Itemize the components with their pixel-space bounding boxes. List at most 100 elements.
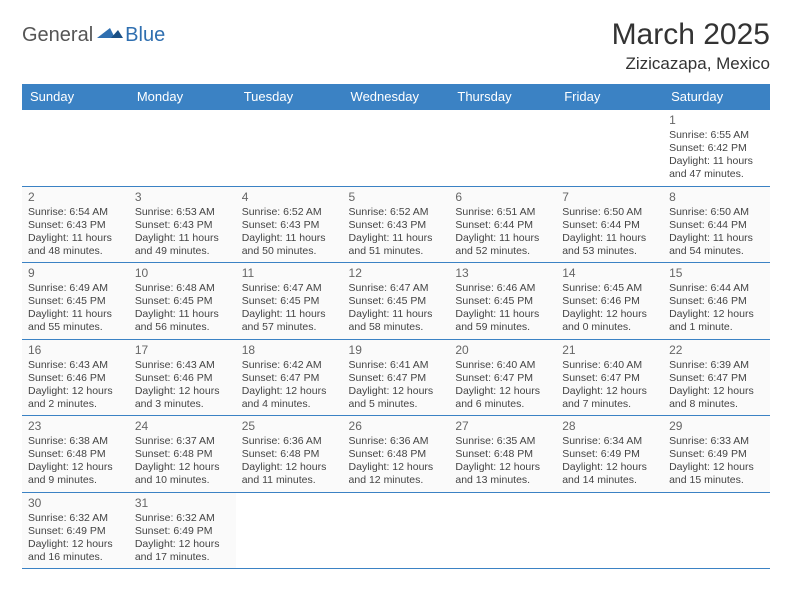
- calendar-day-cell: 13Sunrise: 6:46 AMSunset: 6:45 PMDayligh…: [449, 263, 556, 340]
- sunset-text: Sunset: 6:48 PM: [242, 448, 337, 461]
- sunrise-text: Sunrise: 6:49 AM: [28, 282, 123, 295]
- sunrise-text: Sunrise: 6:52 AM: [242, 206, 337, 219]
- sunrise-text: Sunrise: 6:32 AM: [28, 512, 123, 525]
- calendar-day-cell: 21Sunrise: 6:40 AMSunset: 6:47 PMDayligh…: [556, 339, 663, 416]
- sunrise-text: Sunrise: 6:32 AM: [135, 512, 230, 525]
- daylight-text: Daylight: 11 hours and 54 minutes.: [669, 232, 764, 258]
- day-number: 14: [562, 266, 657, 281]
- day-number: 17: [135, 343, 230, 358]
- calendar-day-cell: 1Sunrise: 6:55 AMSunset: 6:42 PMDaylight…: [663, 110, 770, 187]
- calendar-table: Sunday Monday Tuesday Wednesday Thursday…: [22, 84, 770, 569]
- day-number: 25: [242, 419, 337, 434]
- day-number: 7: [562, 190, 657, 205]
- sunrise-text: Sunrise: 6:40 AM: [455, 359, 550, 372]
- calendar-day-cell: 14Sunrise: 6:45 AMSunset: 6:46 PMDayligh…: [556, 263, 663, 340]
- sunset-text: Sunset: 6:45 PM: [242, 295, 337, 308]
- flag-icon: [97, 24, 123, 47]
- daylight-text: Daylight: 12 hours and 2 minutes.: [28, 385, 123, 411]
- sunrise-text: Sunrise: 6:46 AM: [455, 282, 550, 295]
- day-number: 31: [135, 496, 230, 511]
- sunrise-text: Sunrise: 6:47 AM: [242, 282, 337, 295]
- calendar-day-cell: 15Sunrise: 6:44 AMSunset: 6:46 PMDayligh…: [663, 263, 770, 340]
- daylight-text: Daylight: 12 hours and 4 minutes.: [242, 385, 337, 411]
- daylight-text: Daylight: 11 hours and 53 minutes.: [562, 232, 657, 258]
- sunrise-text: Sunrise: 6:47 AM: [349, 282, 444, 295]
- daylight-text: Daylight: 12 hours and 8 minutes.: [669, 385, 764, 411]
- sunset-text: Sunset: 6:48 PM: [135, 448, 230, 461]
- sunrise-text: Sunrise: 6:55 AM: [669, 129, 764, 142]
- sunset-text: Sunset: 6:42 PM: [669, 142, 764, 155]
- daylight-text: Daylight: 11 hours and 49 minutes.: [135, 232, 230, 258]
- sunset-text: Sunset: 6:49 PM: [135, 525, 230, 538]
- daylight-text: Daylight: 12 hours and 10 minutes.: [135, 461, 230, 487]
- sunrise-text: Sunrise: 6:53 AM: [135, 206, 230, 219]
- day-number: 19: [349, 343, 444, 358]
- calendar-day-cell: 7Sunrise: 6:50 AMSunset: 6:44 PMDaylight…: [556, 186, 663, 263]
- day-number: 4: [242, 190, 337, 205]
- calendar-day-cell: 19Sunrise: 6:41 AMSunset: 6:47 PMDayligh…: [343, 339, 450, 416]
- location: Zizicazapa, Mexico: [612, 54, 770, 74]
- calendar-day-cell: 25Sunrise: 6:36 AMSunset: 6:48 PMDayligh…: [236, 416, 343, 493]
- sunset-text: Sunset: 6:43 PM: [28, 219, 123, 232]
- sunrise-text: Sunrise: 6:45 AM: [562, 282, 657, 295]
- sunrise-text: Sunrise: 6:40 AM: [562, 359, 657, 372]
- weekday-header-row: Sunday Monday Tuesday Wednesday Thursday…: [22, 84, 770, 110]
- daylight-text: Daylight: 12 hours and 15 minutes.: [669, 461, 764, 487]
- day-number: 13: [455, 266, 550, 281]
- calendar-day-cell: 2Sunrise: 6:54 AMSunset: 6:43 PMDaylight…: [22, 186, 129, 263]
- sunset-text: Sunset: 6:46 PM: [669, 295, 764, 308]
- calendar-week-row: 1Sunrise: 6:55 AMSunset: 6:42 PMDaylight…: [22, 110, 770, 187]
- daylight-text: Daylight: 12 hours and 11 minutes.: [242, 461, 337, 487]
- calendar-day-cell: 28Sunrise: 6:34 AMSunset: 6:49 PMDayligh…: [556, 416, 663, 493]
- day-number: 2: [28, 190, 123, 205]
- calendar-day-cell: [236, 492, 343, 569]
- calendar-day-cell: 8Sunrise: 6:50 AMSunset: 6:44 PMDaylight…: [663, 186, 770, 263]
- calendar-day-cell: 6Sunrise: 6:51 AMSunset: 6:44 PMDaylight…: [449, 186, 556, 263]
- daylight-text: Daylight: 11 hours and 50 minutes.: [242, 232, 337, 258]
- sunset-text: Sunset: 6:49 PM: [562, 448, 657, 461]
- sunset-text: Sunset: 6:47 PM: [349, 372, 444, 385]
- calendar-day-cell: 3Sunrise: 6:53 AMSunset: 6:43 PMDaylight…: [129, 186, 236, 263]
- weekday-header: Monday: [129, 84, 236, 110]
- calendar-day-cell: 16Sunrise: 6:43 AMSunset: 6:46 PMDayligh…: [22, 339, 129, 416]
- calendar-day-cell: [556, 110, 663, 187]
- sunset-text: Sunset: 6:49 PM: [669, 448, 764, 461]
- sunset-text: Sunset: 6:46 PM: [135, 372, 230, 385]
- day-number: 20: [455, 343, 550, 358]
- calendar-day-cell: [343, 492, 450, 569]
- sunrise-text: Sunrise: 6:44 AM: [669, 282, 764, 295]
- calendar-day-cell: [663, 492, 770, 569]
- sunset-text: Sunset: 6:47 PM: [242, 372, 337, 385]
- daylight-text: Daylight: 12 hours and 13 minutes.: [455, 461, 550, 487]
- sunrise-text: Sunrise: 6:33 AM: [669, 435, 764, 448]
- weekday-header: Thursday: [449, 84, 556, 110]
- sunrise-text: Sunrise: 6:50 AM: [562, 206, 657, 219]
- sunset-text: Sunset: 6:47 PM: [455, 372, 550, 385]
- sunrise-text: Sunrise: 6:36 AM: [242, 435, 337, 448]
- day-number: 26: [349, 419, 444, 434]
- day-number: 5: [349, 190, 444, 205]
- weekday-header: Saturday: [663, 84, 770, 110]
- sunrise-text: Sunrise: 6:48 AM: [135, 282, 230, 295]
- daylight-text: Daylight: 12 hours and 5 minutes.: [349, 385, 444, 411]
- calendar-day-cell: [449, 110, 556, 187]
- sunset-text: Sunset: 6:43 PM: [349, 219, 444, 232]
- calendar-day-cell: 4Sunrise: 6:52 AMSunset: 6:43 PMDaylight…: [236, 186, 343, 263]
- calendar-day-cell: 18Sunrise: 6:42 AMSunset: 6:47 PMDayligh…: [236, 339, 343, 416]
- daylight-text: Daylight: 11 hours and 52 minutes.: [455, 232, 550, 258]
- sunrise-text: Sunrise: 6:41 AM: [349, 359, 444, 372]
- day-number: 11: [242, 266, 337, 281]
- sunrise-text: Sunrise: 6:54 AM: [28, 206, 123, 219]
- sunrise-text: Sunrise: 6:39 AM: [669, 359, 764, 372]
- daylight-text: Daylight: 12 hours and 1 minute.: [669, 308, 764, 334]
- day-number: 8: [669, 190, 764, 205]
- sunset-text: Sunset: 6:48 PM: [28, 448, 123, 461]
- calendar-day-cell: 20Sunrise: 6:40 AMSunset: 6:47 PMDayligh…: [449, 339, 556, 416]
- daylight-text: Daylight: 12 hours and 0 minutes.: [562, 308, 657, 334]
- brand-text-general: General: [22, 24, 93, 47]
- day-number: 9: [28, 266, 123, 281]
- calendar-day-cell: 17Sunrise: 6:43 AMSunset: 6:46 PMDayligh…: [129, 339, 236, 416]
- sunset-text: Sunset: 6:44 PM: [562, 219, 657, 232]
- daylight-text: Daylight: 12 hours and 9 minutes.: [28, 461, 123, 487]
- calendar-day-cell: [449, 492, 556, 569]
